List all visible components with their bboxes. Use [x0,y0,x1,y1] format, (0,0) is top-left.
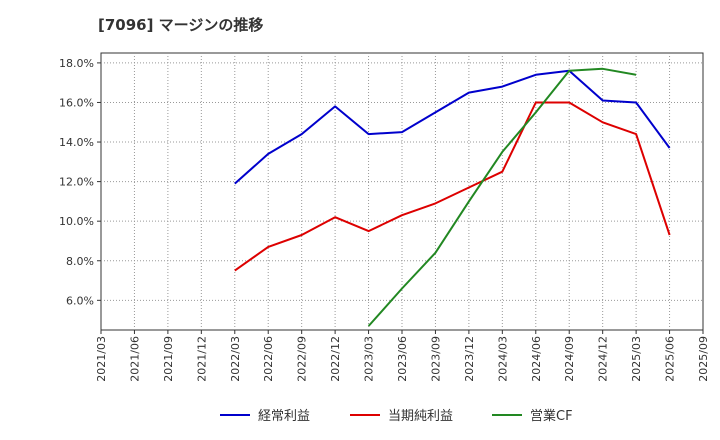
y-tick-label: 18.0% [59,57,94,70]
x-tick-label: 2023/12 [463,336,476,382]
y-tick-label: 10.0% [59,215,94,228]
x-tick-label: 2024/09 [563,336,576,382]
y-tick-label: 14.0% [59,136,94,149]
x-tick-label: 2022/09 [296,336,309,382]
x-tick-label: 2022/12 [329,336,342,382]
x-tick-label: 2021/03 [95,336,108,382]
x-tick-label: 2021/09 [162,336,175,382]
y-tick-label: 12.0% [59,176,94,189]
series-line [234,69,671,185]
x-tick-label: 2025/06 [664,336,677,382]
x-tick-label: 2023/06 [396,336,409,382]
x-tick-label: 2022/03 [229,336,242,382]
x-tick-label: 2021/06 [128,336,141,382]
x-tick-label: 2021/12 [195,336,208,382]
x-tick-label: 2022/06 [262,336,275,382]
x-tick-label: 2025/09 [697,336,710,382]
x-tick-label: 2024/12 [597,336,610,382]
series-line [367,67,637,327]
x-tick-label: 2024/03 [496,336,509,382]
chart-title: [7096] マージンの推移 [98,16,264,34]
x-tick-label: 2024/06 [530,336,543,382]
y-tick-label: 8.0% [66,255,94,268]
y-tick-label: 16.0% [59,96,94,109]
series-line [234,101,671,272]
y-tick-label: 6.0% [66,294,94,307]
legend-label: 当期純利益 [388,409,453,424]
x-tick-label: 2025/03 [630,336,643,382]
x-tick-label: 2023/03 [363,336,376,382]
legend-label: 営業CF [530,408,573,424]
x-tick-label: 2023/09 [429,336,442,382]
legend-label: 経常利益 [258,409,310,424]
